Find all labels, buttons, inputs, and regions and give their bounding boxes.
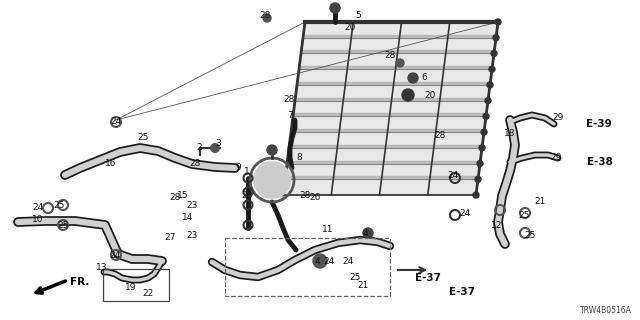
Text: 3: 3: [215, 139, 221, 148]
Circle shape: [473, 192, 479, 198]
Circle shape: [263, 14, 271, 22]
Text: 13: 13: [96, 263, 108, 273]
Text: 14: 14: [182, 213, 194, 222]
Text: 25: 25: [58, 220, 68, 229]
Text: 23: 23: [186, 230, 198, 239]
Circle shape: [495, 19, 501, 25]
Text: 18: 18: [504, 130, 516, 139]
Text: E-37: E-37: [449, 287, 475, 297]
Text: 23: 23: [186, 202, 198, 211]
Text: 28: 28: [284, 95, 294, 105]
Circle shape: [485, 98, 491, 104]
Bar: [103, 269, 169, 301]
Circle shape: [408, 73, 418, 83]
Text: 24: 24: [342, 258, 354, 267]
Text: 28: 28: [259, 11, 271, 20]
Circle shape: [477, 161, 483, 166]
Circle shape: [493, 35, 499, 41]
Text: 25: 25: [138, 133, 148, 142]
Circle shape: [313, 254, 327, 268]
Text: E-37: E-37: [415, 273, 441, 283]
Text: 24: 24: [460, 209, 470, 218]
Text: 25: 25: [53, 201, 65, 210]
Text: 16: 16: [105, 158, 116, 167]
Circle shape: [402, 89, 414, 101]
Circle shape: [210, 143, 220, 153]
Circle shape: [479, 145, 485, 151]
Text: 24: 24: [33, 204, 44, 212]
Text: 4: 4: [362, 228, 368, 237]
Text: 28: 28: [170, 194, 180, 203]
Text: 20: 20: [344, 23, 356, 33]
Bar: [225, 238, 390, 296]
Text: 24: 24: [109, 252, 120, 260]
Text: 9: 9: [235, 163, 241, 172]
Text: TRW4B0516A: TRW4B0516A: [580, 306, 632, 315]
Text: 24: 24: [447, 172, 459, 180]
Text: 4: 4: [314, 257, 320, 266]
Text: 28: 28: [241, 190, 253, 199]
Text: 1: 1: [244, 167, 250, 177]
Text: E-39: E-39: [586, 119, 612, 129]
Text: 29: 29: [550, 154, 562, 163]
Text: E-38: E-38: [587, 157, 613, 167]
Text: 15: 15: [177, 190, 189, 199]
Circle shape: [363, 228, 373, 238]
Circle shape: [475, 176, 481, 182]
Text: 7: 7: [287, 111, 293, 121]
Text: 10: 10: [32, 215, 44, 225]
Text: 19: 19: [125, 283, 137, 292]
Circle shape: [491, 51, 497, 56]
Circle shape: [487, 82, 493, 88]
Text: 5: 5: [355, 11, 361, 20]
Text: 24: 24: [323, 258, 335, 267]
Circle shape: [483, 113, 489, 119]
Circle shape: [481, 129, 487, 135]
Text: 11: 11: [323, 226, 333, 235]
Text: 24: 24: [110, 117, 122, 126]
Text: 20: 20: [424, 91, 436, 100]
Text: 8: 8: [296, 154, 302, 163]
Circle shape: [330, 3, 340, 13]
Text: 25: 25: [518, 211, 530, 220]
Text: 28: 28: [435, 131, 445, 140]
Text: FR.: FR.: [70, 277, 90, 287]
Text: 2: 2: [196, 143, 202, 153]
Text: 25: 25: [524, 230, 536, 239]
Circle shape: [396, 59, 404, 67]
Circle shape: [489, 66, 495, 72]
Polygon shape: [283, 22, 498, 195]
Text: 21: 21: [357, 282, 369, 291]
Text: 28: 28: [189, 158, 201, 167]
Text: 29: 29: [552, 114, 564, 123]
Circle shape: [253, 161, 291, 199]
Text: 21: 21: [534, 196, 546, 205]
Text: 25: 25: [349, 274, 361, 283]
Text: 28: 28: [300, 190, 310, 199]
Text: 26: 26: [309, 194, 321, 203]
Text: 12: 12: [492, 221, 502, 230]
Text: 6: 6: [421, 74, 427, 83]
Text: 28: 28: [384, 51, 396, 60]
Text: 22: 22: [142, 289, 154, 298]
Text: 27: 27: [164, 233, 176, 242]
Circle shape: [267, 145, 277, 155]
